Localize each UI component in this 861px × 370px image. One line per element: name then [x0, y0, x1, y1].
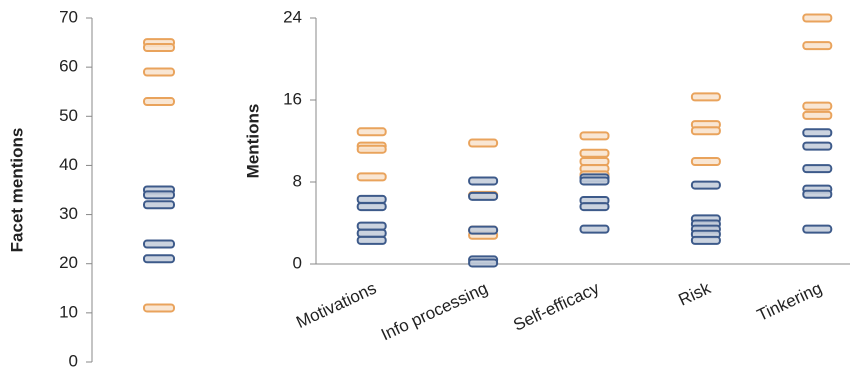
marker: [690, 235, 721, 245]
marker: [356, 172, 387, 182]
marker: [468, 225, 499, 235]
y-tick-label: 40: [59, 155, 78, 174]
marker: [356, 202, 387, 212]
x-tick-label: Tinkering: [754, 278, 825, 325]
marker: [802, 189, 833, 199]
marker: [143, 42, 175, 52]
y-tick-label: 10: [59, 302, 78, 321]
marker: [143, 303, 175, 313]
marker: [356, 221, 387, 231]
x-tick-label: Self-efficacy: [510, 278, 602, 334]
y-tick-label: 20: [59, 253, 78, 272]
marker: [143, 200, 175, 210]
x-tick-label: Risk: [675, 278, 713, 309]
y-tick-label: 50: [59, 106, 78, 125]
marker: [802, 41, 833, 51]
y-tick-label: 70: [59, 7, 78, 26]
marker: [143, 239, 175, 249]
marker: [802, 101, 833, 111]
marker: [802, 13, 833, 23]
marker: [579, 131, 610, 141]
marker: [468, 176, 499, 186]
y-tick-label: 8: [293, 171, 302, 190]
y-tick-label: 0: [293, 253, 302, 272]
marker: [356, 228, 387, 238]
marker: [356, 235, 387, 245]
marker: [579, 202, 610, 212]
y-tick-label: 16: [283, 89, 302, 108]
marker: [579, 224, 610, 234]
marker: [690, 92, 721, 102]
y-tick-label: 30: [59, 204, 78, 223]
marker: [143, 254, 175, 264]
x-tick-label: Motivations: [293, 278, 379, 332]
y-tick-label: 24: [283, 7, 302, 26]
marker: [143, 97, 175, 107]
marker: [468, 191, 499, 201]
marker: [579, 157, 610, 166]
marker: [468, 138, 499, 148]
marker: [468, 258, 499, 268]
y-axis-title: Mentions: [243, 104, 262, 179]
marker: [690, 126, 721, 136]
marker: [143, 190, 175, 200]
marker: [802, 141, 833, 151]
marker: [690, 180, 721, 190]
y-axis-title: Facet mentions: [7, 128, 26, 253]
marker: [356, 144, 387, 154]
y-tick-label: 0: [69, 351, 78, 370]
y-tick-label: 60: [59, 57, 78, 76]
marker: [802, 224, 833, 234]
x-tick-label: Info processing: [378, 278, 491, 344]
marker: [802, 164, 833, 174]
marker: [356, 194, 387, 204]
marker: [356, 127, 387, 137]
marker: [143, 67, 175, 77]
marker: [690, 157, 721, 166]
marker: [579, 148, 610, 158]
marker: [802, 128, 833, 138]
marker: [802, 110, 833, 120]
marker: [579, 176, 610, 186]
